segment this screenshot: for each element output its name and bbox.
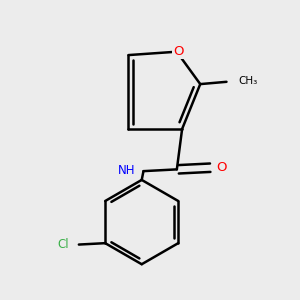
Text: NH: NH	[118, 164, 136, 177]
Text: Cl: Cl	[57, 238, 69, 251]
Text: CH₃: CH₃	[239, 76, 258, 86]
Text: O: O	[173, 45, 184, 58]
Text: O: O	[217, 161, 227, 174]
